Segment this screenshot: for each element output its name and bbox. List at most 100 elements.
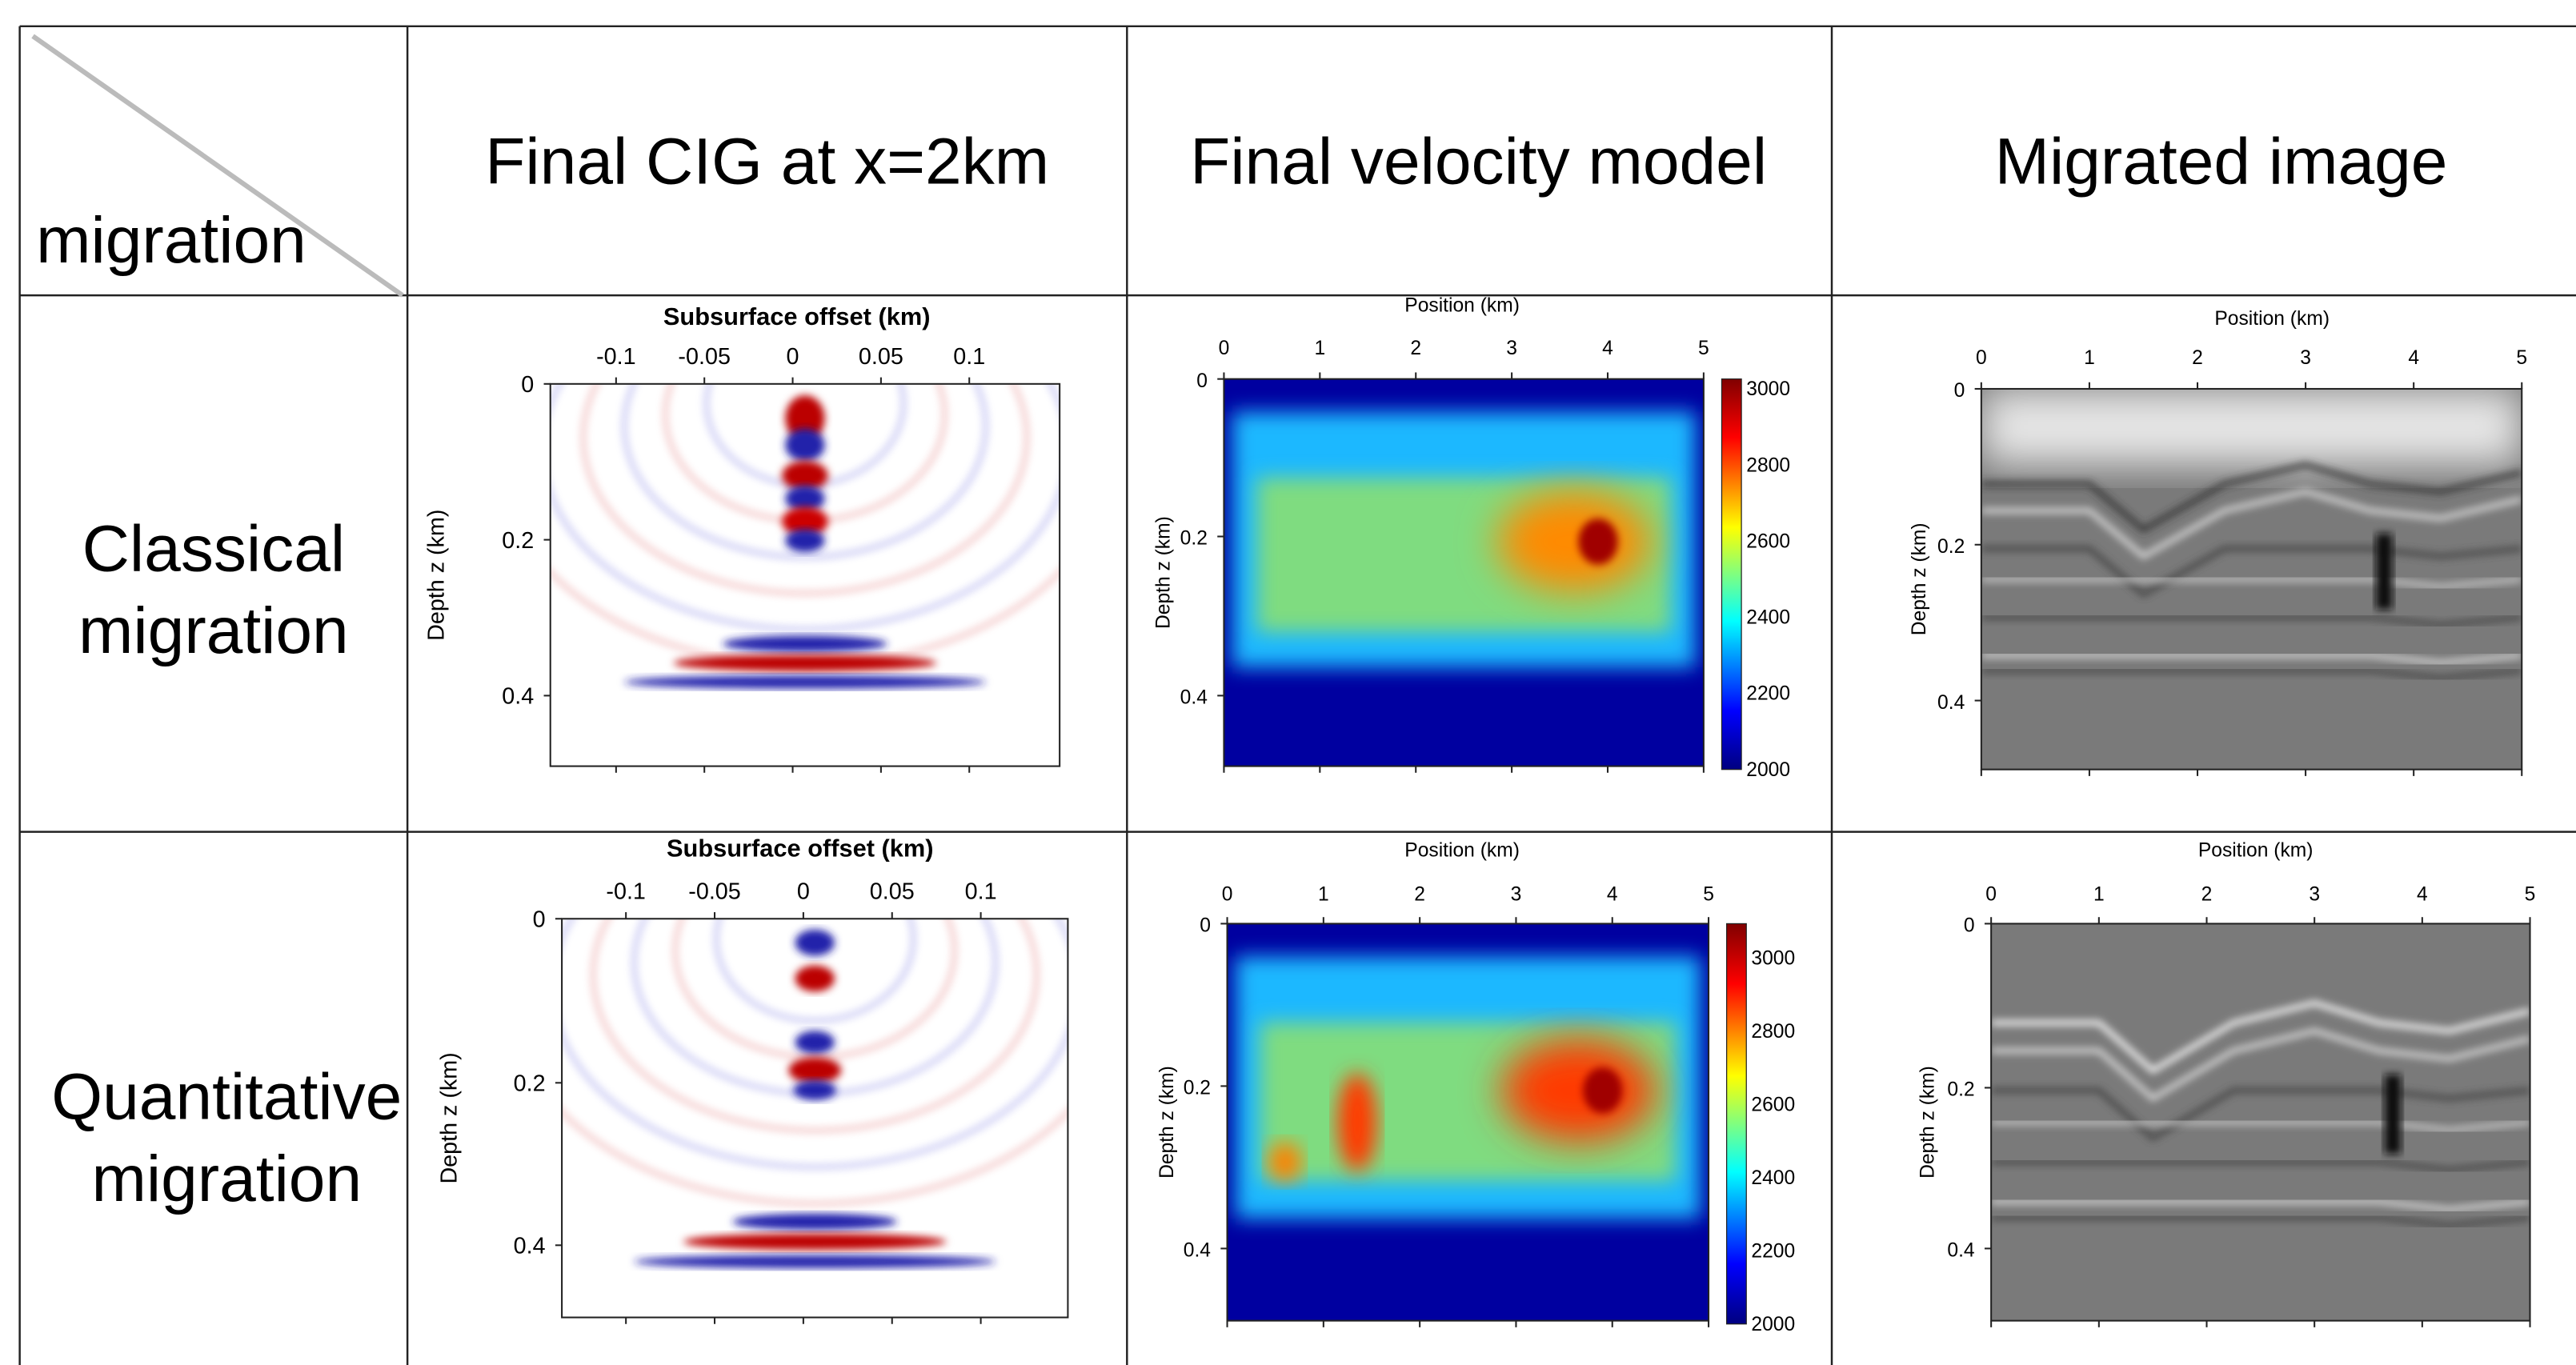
colorbar-label: 2000 [1751,1314,1795,1335]
colorbar [1726,923,1747,1325]
x-tick-label: 4 [1607,884,1618,906]
column-header: Final CIG at x=2km [485,126,1049,198]
x-tick-label: 3 [1511,884,1522,906]
row-label: Classical [82,513,345,586]
row-label: migration [78,594,349,667]
x-tick-label: 5 [1703,884,1714,906]
y-tick-label: 0.4 [1947,1240,1974,1262]
reflector [1981,489,2522,560]
y-tick-label: 0 [1954,380,1965,402]
x-tick-label: 2 [2201,884,2213,906]
x-tick-label: 4 [2408,347,2419,369]
arcs [562,919,1068,1207]
x-tick-label: -0.1 [606,879,646,905]
y-tick-label: 0.2 [514,1071,546,1097]
x-tick-label: 5 [2516,347,2527,369]
colorbar-label: 2600 [1746,530,1790,552]
colorbar-label: 2600 [1751,1095,1795,1116]
x-tick-label: 0 [787,344,799,370]
plot-title: Position (km) [1404,295,1520,317]
table-grid [18,25,2576,1365]
x-tick-label: 1 [2084,347,2095,369]
plot-frame [549,382,1061,767]
y-tick-label: 0.4 [502,684,534,710]
x-tick-label: 3 [2300,347,2311,369]
reflector [1991,1215,2530,1228]
y-tick-label: 0.4 [1180,687,1208,709]
y-tick-label: 0.2 [1937,536,1965,558]
blob [683,1233,947,1251]
blob [788,1057,842,1084]
plot-title: Subsurface offset (km) [663,302,931,330]
colorbar-label: 2800 [1746,454,1790,476]
blob [782,506,828,537]
blob [785,395,825,442]
plot-title: Subsurface offset (km) [667,834,934,862]
x-tick-label: 0.05 [870,879,915,905]
y-tick-label: 0 [521,372,534,398]
x-tick-label: 3 [1506,338,1517,359]
arc [580,383,1030,596]
reflector [1981,652,2522,666]
arc [562,1108,1068,1207]
y-axis-label: Depth z (km) [1917,1066,1938,1179]
y-tick-label: 0 [533,907,546,933]
x-tick-label: 0 [1985,884,1997,906]
y-tick-label: 0 [1200,915,1211,937]
corner-label: migration [36,204,306,277]
plot-frame [1980,387,2523,771]
row-label: migration [91,1143,362,1215]
x-tick-label: 0.05 [859,344,903,370]
reflector [1991,1000,2530,1074]
anomaly [1337,1073,1377,1172]
plot-title: Position (km) [1404,839,1520,861]
colorbar-label: 2400 [1751,1167,1795,1189]
blob [795,1031,835,1055]
y-axis-label: Depth z (km) [437,1052,463,1183]
blob [732,1213,897,1231]
anomaly [1578,518,1618,565]
plot-frame [1226,923,1710,1322]
colorbar-label: 2200 [1746,683,1790,705]
x-tick-label: 2 [2192,347,2203,369]
x-tick-label: 5 [1698,338,1709,359]
colorbar-label: 2800 [1751,1021,1795,1043]
top-glow [1981,388,2522,466]
x-tick-label: 0.1 [965,879,997,905]
row-label: Quantitative [51,1060,402,1133]
fault [2384,1074,2402,1155]
blob [785,485,825,512]
reflector [1981,576,2522,590]
x-tick-label: -0.05 [678,344,731,370]
blob [795,965,835,992]
plot-frame [1223,378,1705,767]
plot-image [562,919,1068,1318]
anomaly [1501,1039,1656,1143]
colorbar-label: 2400 [1746,607,1790,629]
plot-title: Position (km) [2214,308,2330,330]
y-tick-label: 0.4 [1184,1240,1211,1262]
arc [562,919,1068,1170]
x-tick-label: 1 [2093,884,2105,906]
fault [2375,533,2393,610]
colorbar [1721,378,1742,771]
plot-image [550,383,1060,767]
blob [723,635,887,652]
reflector [1981,462,2522,533]
y-tick-label: 0.2 [1180,528,1208,550]
x-tick-label: 5 [2525,884,2536,906]
x-tick-label: 0 [1976,347,1987,369]
x-tick-label: 0 [1219,338,1230,359]
plot-image [1224,378,1704,767]
arc [714,919,916,1023]
arc [622,383,988,560]
plot-image [1991,923,2530,1321]
x-tick-label: -0.1 [596,344,636,370]
y-tick-label: 0 [1196,370,1208,392]
arc [550,383,1060,632]
colorbar-label: 3000 [1751,948,1795,970]
x-tick-label: 3 [2309,884,2320,906]
y-tick-label: 0.4 [514,1234,546,1259]
column-header: Migrated image [1995,126,2448,198]
